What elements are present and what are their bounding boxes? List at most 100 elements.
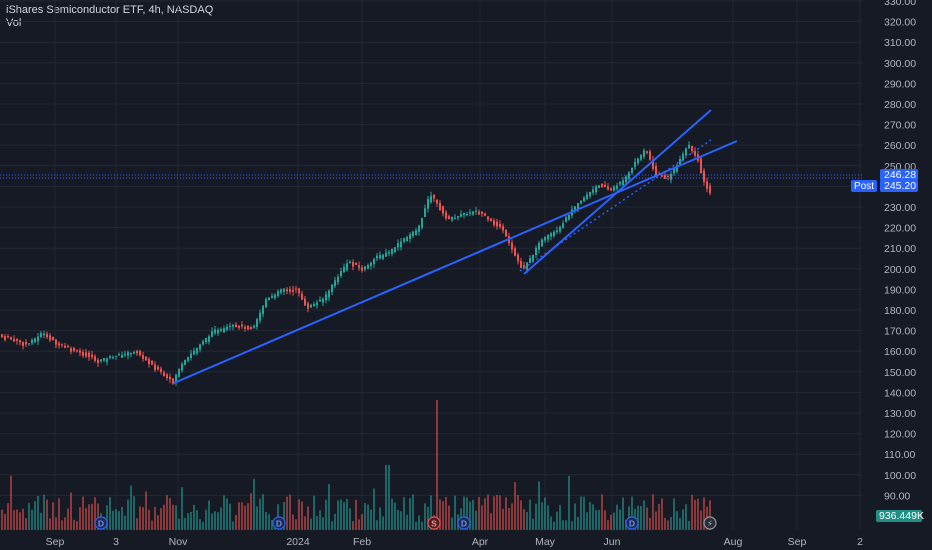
dividend-event-marker[interactable]: [94, 516, 108, 530]
candle-body: [226, 326, 228, 330]
candle-body: [466, 213, 468, 216]
candle-body: [550, 233, 552, 237]
candle-body: [559, 226, 561, 232]
candle-body: [157, 366, 159, 370]
volume-bar: [73, 519, 75, 530]
volume-bar: [346, 498, 348, 530]
volume-bar: [613, 512, 615, 530]
candle-body: [640, 155, 642, 160]
candle-body: [277, 291, 279, 296]
volume-bar: [595, 510, 597, 530]
dividend-event-marker[interactable]: [272, 516, 286, 530]
candle-body: [412, 231, 414, 237]
candle-body: [586, 194, 588, 199]
volume-bar: [301, 501, 303, 530]
post-price-label: 245.20: [884, 180, 916, 192]
candle-body: [478, 211, 480, 215]
volume-bar: [217, 512, 219, 530]
volume-bar: [496, 494, 498, 530]
volume-bar: [124, 515, 126, 530]
candle-body: [262, 305, 264, 315]
volume-bar: [616, 504, 618, 530]
candle-body: [439, 203, 441, 210]
volume-bar: [292, 514, 294, 530]
candle-body: [85, 352, 87, 357]
candle-body: [637, 158, 639, 164]
candle-body: [247, 326, 249, 330]
candle-body: [394, 247, 396, 252]
candle-body: [574, 206, 576, 211]
candle-body: [481, 211, 483, 214]
volume-bar: [52, 502, 54, 530]
volume-bar: [307, 506, 309, 530]
upper-channel-trendline[interactable]: [523, 109, 712, 275]
volume-bar: [13, 510, 15, 530]
candle-body: [592, 189, 594, 193]
candle-body: [709, 185, 711, 194]
volume-bar: [151, 520, 153, 530]
price-tick-label: 90.00: [884, 490, 910, 502]
candle-body: [259, 312, 261, 321]
candle-body: [679, 159, 681, 165]
time-tick-label: 2024: [286, 536, 310, 548]
candle-body: [670, 173, 672, 180]
volume-bar: [64, 517, 66, 530]
volume-bar: [646, 507, 648, 530]
volume-bar: [685, 504, 687, 530]
price-axis[interactable]: 330.00 320.00 310.00 300.00 290.00 280.00 270.…: [851, 0, 924, 522]
volume-bar: [10, 475, 12, 530]
split-event-marker[interactable]: [427, 516, 441, 530]
lower-channel-trendline[interactable]: [173, 140, 738, 384]
price-tick-label: 140.00: [884, 387, 916, 399]
earnings-event-marker[interactable]: [703, 516, 717, 530]
mid-dotted-trendline[interactable]: [519, 139, 712, 272]
volume-bar: [448, 505, 450, 530]
time-tick-label: 3: [113, 536, 119, 548]
dividend-event-marker[interactable]: [625, 516, 639, 530]
candle-body: [244, 326, 246, 329]
candle-body: [145, 356, 147, 361]
time-axis[interactable]: Sep 3 Nov 2024 Feb Apr May Jun Aug Sep 2: [46, 536, 863, 548]
volume-bar: [4, 514, 6, 530]
candle-body: [700, 158, 702, 174]
volume-bar: [220, 507, 222, 530]
candle-body: [355, 262, 357, 265]
volume-bar: [196, 510, 198, 530]
candle-body: [316, 302, 318, 306]
volume-bar: [178, 518, 180, 530]
event-markers[interactable]: D D S D D ⚡: [94, 516, 717, 530]
candle-body: [619, 182, 621, 185]
volume-bar: [649, 517, 651, 530]
candle-body: [70, 348, 72, 352]
candle-body: [265, 299, 267, 308]
candle-body: [271, 295, 273, 298]
volume-bar: [259, 498, 261, 530]
candle-body: [250, 327, 252, 329]
price-tick-label: 280.00: [884, 99, 916, 111]
volume-bar: [487, 494, 489, 530]
volume-bar: [475, 510, 477, 530]
candle-body: [364, 266, 366, 270]
dividend-event-marker[interactable]: [457, 516, 471, 530]
volume-bar: [211, 513, 213, 530]
volume-bar: [388, 465, 390, 530]
volume-bar: [46, 499, 48, 530]
volume-bar: [478, 496, 480, 530]
volume-bar: [70, 492, 72, 530]
volume-bar: [661, 498, 663, 530]
dividend-event-label: D: [98, 519, 104, 529]
volume-bar: [403, 497, 405, 530]
candle-body: [256, 319, 258, 327]
candle-body: [520, 261, 522, 268]
price-tick-label: 200.00: [884, 264, 916, 276]
candle-body: [448, 216, 450, 220]
candle-body: [214, 329, 216, 334]
trendlines[interactable]: [173, 109, 738, 384]
candle-body: [142, 355, 144, 359]
volume-bar: [553, 521, 555, 530]
volume-bar: [58, 498, 60, 530]
candle-body: [28, 343, 30, 345]
volume-bar: [427, 506, 429, 530]
candle-body: [136, 350, 138, 354]
